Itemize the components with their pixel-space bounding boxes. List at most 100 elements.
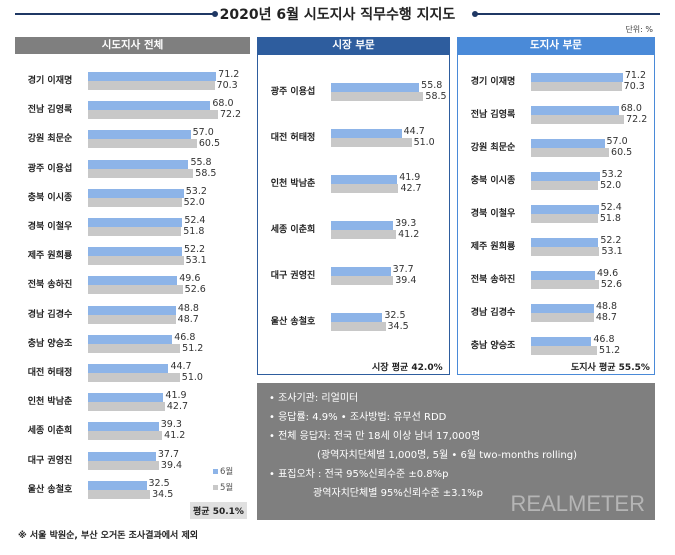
bar-row: 대전 허태정 44.7 51.0 [15, 361, 250, 384]
category-label: 충남 양승조 [470, 341, 516, 351]
bar-june [331, 175, 398, 184]
value-label-may: 52.0 [183, 196, 205, 208]
value-label-june: 71.2 [624, 70, 646, 81]
bar-row: 경기 이재명 71.2 70.3 [458, 70, 654, 93]
bar-may [531, 247, 600, 256]
bar-june [88, 247, 182, 257]
bar-row: 전북 송하진 49.6 52.6 [15, 273, 250, 296]
bar-june [531, 238, 599, 247]
value-label-may: 34.5 [387, 321, 409, 332]
page-title: 2020년 6월 시도지사 직무수행 지지도 [219, 7, 456, 23]
title-line-right [475, 13, 660, 15]
bar-row: 울산 송철호 32.5 34.5 [15, 478, 250, 501]
value-label-june: 37.7 [157, 448, 180, 460]
bar-row: 경기 이재명 71.2 70.3 [15, 70, 250, 92]
bar-row: 세종 이춘희 39.3 41.2 [258, 218, 449, 241]
value-label-may: 52.6 [600, 279, 622, 290]
bar-june [531, 337, 592, 346]
bar-row: 전남 김영록 68.0 72.2 [15, 99, 250, 121]
value-label-may: 48.7 [177, 313, 199, 325]
bar-may [531, 148, 610, 157]
category-label: 대구 권영진 [270, 271, 316, 281]
bar-june [88, 334, 173, 344]
value-label-may: 42.7 [166, 401, 189, 413]
value-label-june: 39.3 [395, 218, 417, 229]
bar-may [88, 227, 182, 236]
category-label: 경기 이재명 [27, 76, 73, 86]
category-label: 광주 이용섭 [270, 87, 316, 97]
bar-may [331, 276, 394, 285]
bar-row: 충북 이시종 53.2 52.0 [458, 169, 654, 192]
value-label-june: 49.6 [596, 268, 619, 279]
bar-may [88, 110, 218, 120]
bar-june [88, 364, 169, 373]
header-all: 시도지사 전체 [15, 37, 250, 54]
value-label-june: 48.8 [595, 301, 618, 312]
bar-row: 충남 양승조 46.8 51.2 [458, 335, 654, 357]
bar-may [88, 402, 165, 412]
bar-row: 강원 최문순 57.0 60.5 [15, 128, 250, 150]
value-label-may: 48.7 [595, 312, 617, 323]
bar-may [88, 168, 194, 178]
panel-all: 경기 이재명 71.2 70.3 전남 김영록 68.0 72.2 강원 최문순 57.0 60… [15, 54, 250, 520]
footnote: ※ 서울 박원순, 부산 오거돈 조사결과에서 제외 [18, 531, 199, 541]
bar-may [331, 92, 424, 101]
bar-row: 충북 이시종 53.2 52.0 [15, 186, 250, 209]
value-label-may: 51.2 [182, 342, 204, 354]
value-label-june: 39.3 [160, 419, 182, 431]
average-all: 평균 50.1% [190, 502, 247, 519]
bar-row: 제주 원희룡 52.2 53.1 [458, 236, 654, 258]
bar-june [531, 106, 619, 115]
value-label-june: 44.7 [170, 361, 192, 372]
category-label: 대구 권영진 [27, 455, 73, 466]
bar-may [531, 280, 599, 289]
category-label: 전남 김영록 [470, 110, 516, 120]
bar-june [331, 267, 391, 276]
bar-june [88, 218, 183, 227]
bar-may [88, 314, 176, 324]
bar-may [531, 313, 594, 322]
bar-may [88, 256, 184, 266]
category-label: 강원 최문순 [27, 134, 73, 145]
category-label: 제주 원희룡 [27, 251, 73, 262]
category-label: 광주 이용섭 [27, 163, 73, 174]
bar-may [88, 81, 215, 90]
bar-june [531, 139, 605, 148]
category-label: 경남 김경수 [470, 308, 516, 318]
bar-june [88, 159, 189, 169]
value-label-june: 46.8 [174, 331, 196, 343]
info-line: • 응답률: 4.9% • 조사방법: 유무선 RDD [269, 412, 447, 423]
value-label-june: 49.6 [179, 273, 201, 285]
bar-may [331, 184, 399, 193]
value-label-june: 52.4 [600, 202, 622, 213]
bar-june [531, 73, 623, 82]
value-label-may: 60.5 [611, 147, 633, 158]
bar-may [88, 343, 181, 353]
value-label-may: 53.1 [601, 246, 623, 257]
bar-june [331, 221, 394, 230]
value-label-june: 55.8 [421, 80, 443, 91]
bar-row: 광주 이용섭 55.8 58.5 [15, 157, 250, 180]
value-label-june: 41.9 [165, 390, 187, 402]
header-mayor: 시장 부문 [257, 37, 450, 54]
bar-june [331, 313, 383, 322]
survey-info-box: • 조사기관: 리얼미터 • 응답률: 4.9% • 조사방법: 유무선 RDD… [257, 383, 655, 520]
value-label-may: 60.5 [198, 138, 221, 150]
bar-june [531, 271, 595, 280]
legend-june: 6월 [213, 467, 233, 477]
category-label: 울산 송철호 [270, 317, 316, 327]
bar-row: 전남 김영록 68.0 72.2 [458, 104, 654, 126]
category-label: 전북 송하진 [470, 275, 516, 285]
bar-june [531, 205, 599, 214]
bar-row: 인천 박남춘 41.9 42.7 [258, 173, 449, 195]
bar-row: 광주 이용섭 55.8 58.5 [258, 80, 449, 103]
bar-june [88, 305, 176, 315]
category-label: 대전 허태정 [27, 368, 73, 378]
category-label: 울산 송철호 [27, 484, 73, 495]
bar-may [331, 322, 386, 331]
value-label-june: 53.2 [601, 169, 623, 180]
bar-may [531, 82, 622, 91]
info-line: • 조사기관: 리얼미터 [269, 393, 359, 404]
bar-may [88, 285, 183, 295]
category-label: 세종 이춘희 [270, 225, 316, 235]
